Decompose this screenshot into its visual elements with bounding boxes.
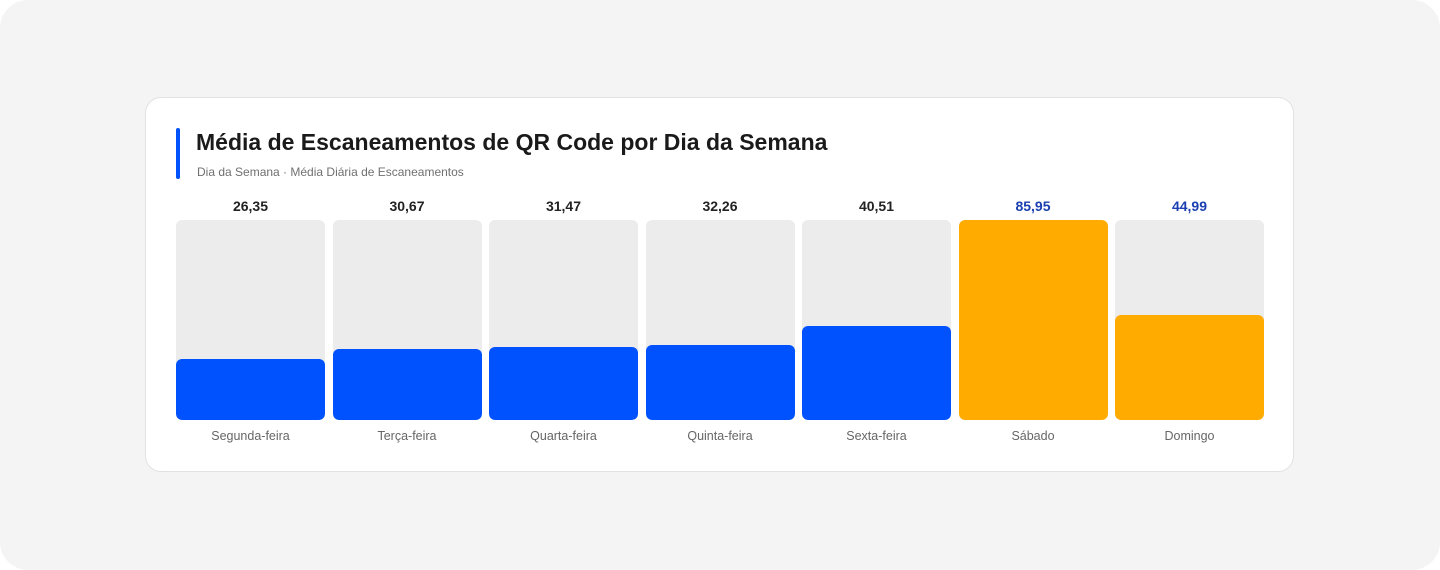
x-tick-label: Terça-feira <box>377 429 437 443</box>
bar <box>802 326 951 420</box>
x-tick-label: Sexta-feira <box>846 429 907 443</box>
bar <box>332 349 482 420</box>
bar-column: 40,51 Sexta-feira <box>802 193 951 448</box>
bar-track <box>489 220 638 420</box>
bar-track <box>802 220 951 420</box>
bar-track <box>645 220 795 420</box>
x-tick-label: Quarta-feira <box>530 429 597 443</box>
bar-value-label: 40,51 <box>858 198 895 214</box>
bar-value-label: 44,99 <box>1171 198 1208 214</box>
bar-column: 31,47 Quarta-feira <box>489 193 638 448</box>
x-tick-label: Domingo <box>1164 429 1215 443</box>
bar-column: 32,26 Quinta-feira <box>645 193 795 448</box>
bar-column: 26,35 Segunda-feira <box>176 193 325 448</box>
bar-track <box>332 220 482 420</box>
chart-subtitle: Dia da Semana · Média Diária de Escaneam… <box>197 165 464 179</box>
bar-track <box>1115 220 1264 420</box>
bar <box>958 220 1108 420</box>
bar-value-label: 32,26 <box>702 198 738 214</box>
bar <box>489 347 638 420</box>
bar-value-label: 26,35 <box>232 198 269 214</box>
x-tick-label: Quinta-feira <box>687 429 753 443</box>
bar <box>1115 315 1264 420</box>
bar-track <box>958 220 1108 420</box>
bar-column: 85,95 Sábado <box>958 193 1108 448</box>
chart-card: Média de Escaneamentos de QR Code por Di… <box>145 97 1294 472</box>
bar <box>645 345 795 420</box>
bar-track <box>176 220 325 420</box>
chart-title: Média de Escaneamentos de QR Code por Di… <box>196 129 828 155</box>
bar-column: 30,67 Terça-feira <box>332 193 482 448</box>
title-accent-bar <box>176 128 180 179</box>
bar-value-label: 30,67 <box>389 198 425 214</box>
bar-plot-area: 26,35 Segunda-feira 30,67 Terça-feira 31,47 Q… <box>176 193 1266 448</box>
bar-column: 44,99 Domingo <box>1115 193 1264 448</box>
bar <box>176 359 325 420</box>
bar-value-label: 85,95 <box>1015 198 1051 214</box>
x-tick-label: Segunda-feira <box>211 429 290 443</box>
bar-value-label: 31,47 <box>545 198 582 214</box>
x-tick-label: Sábado <box>1011 429 1055 443</box>
